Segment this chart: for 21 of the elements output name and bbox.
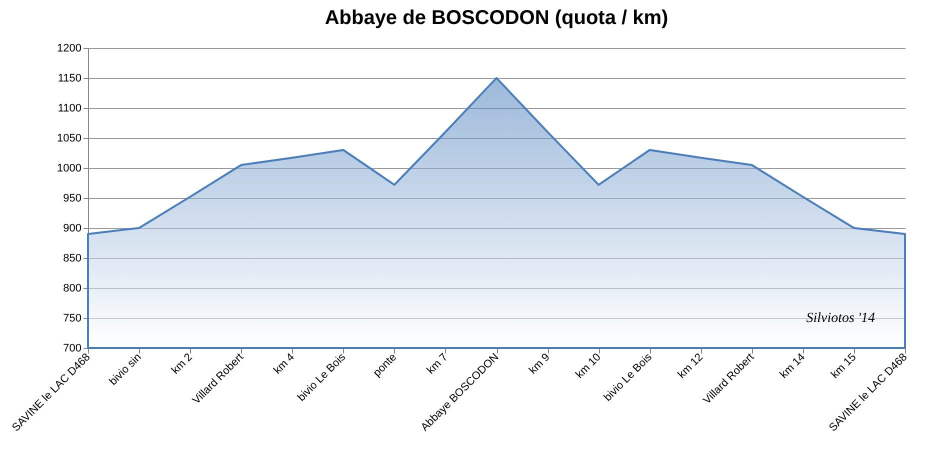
x-tick-label: km 10 (574, 351, 604, 381)
x-tick-label: km 9 (526, 351, 552, 377)
x-tick-label: km 7 (424, 351, 450, 377)
y-tick-label: 1100 (58, 102, 82, 114)
y-tick-label: 750 (63, 312, 82, 324)
y-tick-label: 950 (63, 192, 82, 204)
x-tick-label: km 15 (829, 351, 859, 381)
y-tick-label: 800 (63, 282, 82, 294)
x-tick-label: km 12 (676, 351, 706, 381)
y-tick-label: 1150 (58, 72, 82, 84)
annotation: Silviotos '14 (806, 311, 875, 326)
x-tick-label: km 14 (778, 351, 808, 381)
y-tick-label: 1200 (57, 42, 82, 54)
x-tick-label: km 4 (272, 351, 297, 377)
chart-title: Abbaye de BOSCODON (quota / km) (324, 7, 668, 29)
y-tick-label: 1000 (57, 162, 82, 174)
y-tick-label: 850 (63, 252, 82, 264)
y-tick-label: 1050 (57, 132, 82, 144)
y-tick-label: 700 (63, 342, 82, 354)
y-tick-label: 900 (63, 222, 82, 234)
x-tick-label: km 2 (170, 351, 195, 377)
